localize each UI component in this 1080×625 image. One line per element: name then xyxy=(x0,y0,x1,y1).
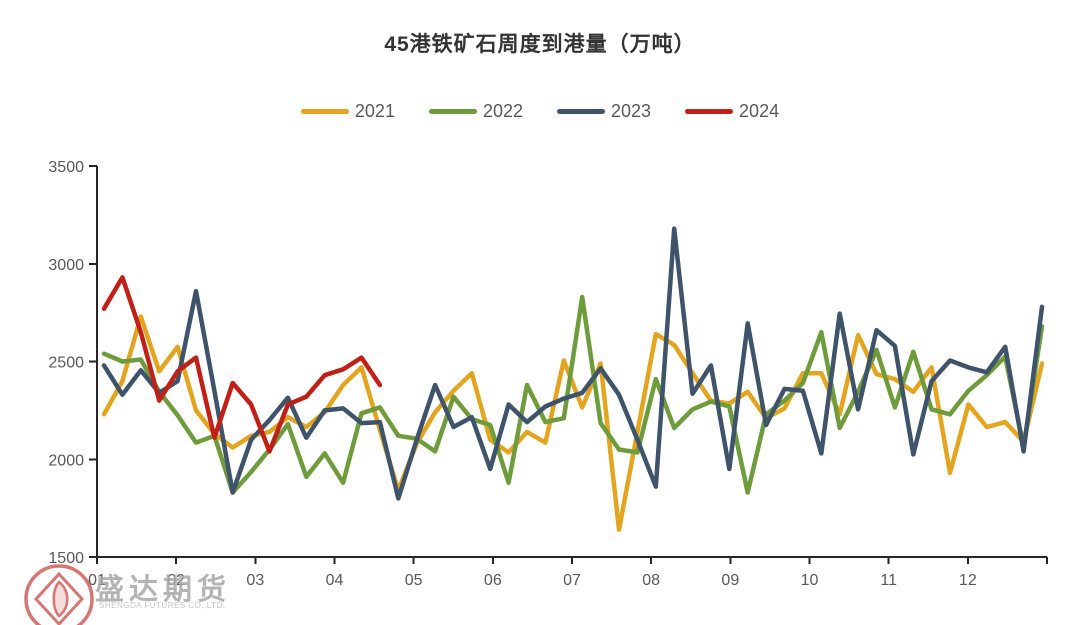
y-tick-label: 3500 xyxy=(48,159,84,176)
series-line-2024 xyxy=(101,275,383,454)
legend-swatch-2022 xyxy=(428,108,477,114)
axis-lines xyxy=(89,165,1048,564)
y-tick-label: 2000 xyxy=(48,452,84,469)
series-lines xyxy=(101,226,1045,532)
x-tick-label: 11 xyxy=(880,572,897,589)
series-line-2022 xyxy=(101,294,1045,495)
chart-legend: 2021 2022 2023 2024 xyxy=(0,98,1080,124)
y-tick-label: 2500 xyxy=(48,355,84,372)
legend-item-2022: 2022 xyxy=(428,100,523,122)
legend-item-2021: 2021 xyxy=(300,100,395,122)
legend-label-2023: 2023 xyxy=(611,100,652,121)
legend-label-2021: 2021 xyxy=(354,100,395,121)
legend-swatch-2024 xyxy=(685,108,734,114)
x-tick-label: 09 xyxy=(721,572,739,589)
x-tick-label: 02 xyxy=(167,572,185,589)
legend-item-2023: 2023 xyxy=(557,101,651,122)
x-tick-label: 04 xyxy=(326,572,344,589)
x-axis-labels: 01 02 03 04 05 06 07 08 09 10 11 12 xyxy=(88,572,977,589)
legend-label-2022: 2022 xyxy=(482,100,523,121)
chart-title: 45港铁矿石周度到港量（万吨） xyxy=(384,33,696,56)
axes xyxy=(89,165,1048,564)
x-tick-label: 08 xyxy=(642,572,660,589)
x-tick-label: 06 xyxy=(484,572,502,589)
legend-item-2024: 2024 xyxy=(685,101,779,122)
legend-swatch-2023 xyxy=(557,108,605,114)
x-tick-label: 01 xyxy=(88,572,106,589)
x-tick-label: 05 xyxy=(405,572,423,589)
y-tick-label: 3000 xyxy=(48,257,84,274)
legend-label-2024: 2024 xyxy=(739,100,780,121)
legend-swatch-2021 xyxy=(300,108,349,114)
y-tick-label: 1500 xyxy=(48,550,84,567)
x-tick-label: 10 xyxy=(801,572,819,589)
x-tick-label: 03 xyxy=(246,572,264,589)
y-axis-labels: 1500 2000 2500 3000 3500 xyxy=(48,159,84,567)
x-tick-label: 07 xyxy=(563,572,581,589)
x-tick-label: 12 xyxy=(959,572,977,589)
